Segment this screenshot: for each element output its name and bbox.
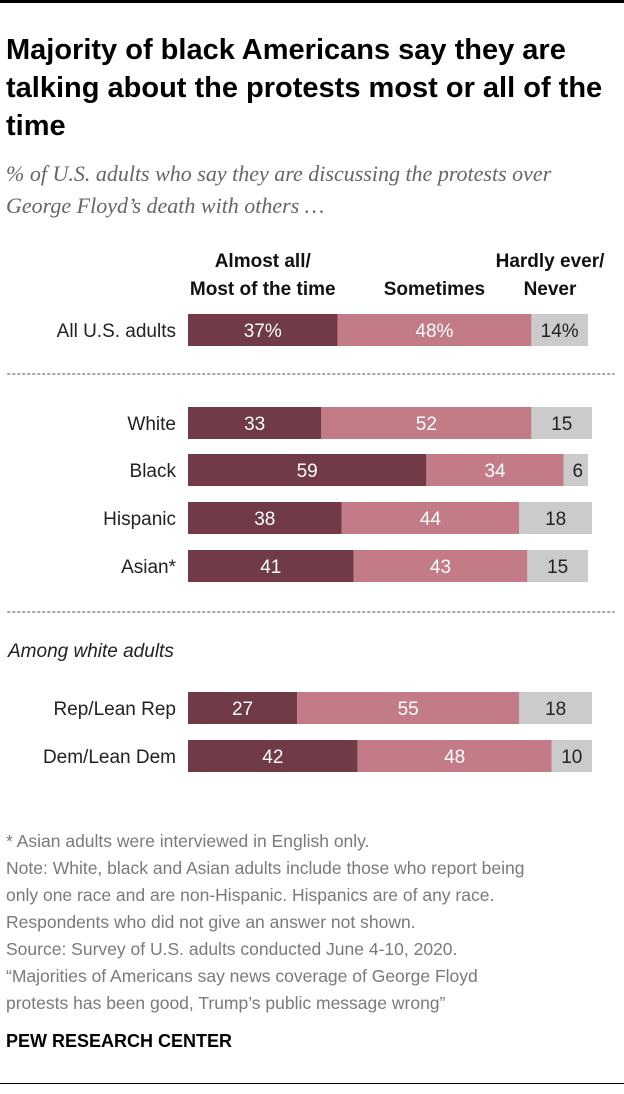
bar-segment-sometimes bbox=[297, 692, 520, 724]
report-title-line: “Majorities of Americans say news covera… bbox=[6, 966, 478, 986]
row-label: Asian* bbox=[121, 557, 177, 578]
bar-segment-sometimes bbox=[337, 314, 532, 346]
data-label-most: 37% bbox=[244, 321, 282, 342]
bar-segment-never bbox=[531, 314, 588, 346]
chart-title: Majority of black Americans say they are… bbox=[6, 34, 603, 142]
data-label-never: 10 bbox=[561, 747, 582, 768]
notes-block: * Asian adults were interviewed in Engli… bbox=[6, 828, 618, 1017]
data-label-never: 6 bbox=[573, 461, 584, 482]
data-label-most: 41 bbox=[260, 557, 281, 578]
data-label-never: 18 bbox=[545, 699, 566, 720]
data-label-sometimes: 43 bbox=[430, 557, 451, 578]
row-label: All U.S. adults bbox=[57, 321, 176, 342]
report-title-line: protests has been good, Trump’s public m… bbox=[6, 993, 446, 1013]
legend-label-never: Hardly ever/ bbox=[496, 251, 606, 272]
bar-segment-most bbox=[188, 692, 298, 724]
legend-label-most: Almost all/ bbox=[215, 251, 312, 272]
data-label-sometimes: 48% bbox=[415, 321, 453, 342]
bar-segment-never bbox=[563, 454, 588, 486]
bar-segment-never bbox=[519, 502, 592, 534]
row-label: White bbox=[127, 414, 176, 435]
data-label-never: 15 bbox=[551, 414, 572, 435]
row-label: Hispanic bbox=[103, 509, 176, 530]
chart-subtitle: % of U.S. adults who say they are discus… bbox=[6, 161, 552, 218]
bar-segment-sometimes bbox=[426, 454, 564, 486]
data-label-never: 15 bbox=[547, 557, 568, 578]
bar-segment-most bbox=[188, 407, 322, 439]
bar-segment-most bbox=[188, 314, 338, 346]
bar-segment-most bbox=[188, 502, 342, 534]
row-label: Rep/Lean Rep bbox=[53, 699, 176, 720]
top-rule bbox=[0, 0, 624, 3]
data-label-most: 42 bbox=[262, 747, 283, 768]
data-label-most: 38 bbox=[254, 509, 275, 530]
legend-label-sometimes: Sometimes bbox=[384, 279, 485, 300]
bar-segment-most bbox=[188, 550, 354, 582]
bar-segment-never bbox=[519, 692, 592, 724]
row-label: Dem/Lean Dem bbox=[43, 747, 176, 768]
bar-segment-sometimes bbox=[321, 407, 532, 439]
data-label-most: 27 bbox=[232, 699, 253, 720]
data-label-never: 14% bbox=[541, 321, 579, 342]
bar-segment-sometimes bbox=[341, 502, 520, 534]
stacked-bar-chart: Almost all/Most of the time Sometimes Hard… bbox=[7, 251, 615, 772]
data-label-most: 33 bbox=[244, 414, 265, 435]
legend-label-never: Never bbox=[524, 279, 577, 300]
data-label-sometimes: 55 bbox=[398, 699, 419, 720]
note-line: Respondents who did not give an answer n… bbox=[6, 912, 416, 932]
data-label-sometimes: 44 bbox=[420, 509, 442, 530]
bar-segment-sometimes bbox=[357, 740, 552, 772]
data-label-most: 59 bbox=[297, 461, 318, 482]
bar-segment-never bbox=[527, 550, 588, 582]
source-line: Source: Survey of U.S. adults conducted … bbox=[6, 939, 458, 959]
row-label: Black bbox=[130, 461, 177, 482]
legend-label-most: Most of the time bbox=[190, 279, 336, 300]
data-label-sometimes: 52 bbox=[416, 414, 437, 435]
note-line: only one race and are non-Hispanic. Hisp… bbox=[6, 885, 495, 905]
bottom-rule bbox=[0, 1083, 624, 1084]
data-label-sometimes: 34 bbox=[484, 461, 506, 482]
data-label-never: 18 bbox=[545, 509, 566, 530]
data-label-sometimes: 48 bbox=[444, 747, 465, 768]
bar-segment-never bbox=[531, 407, 592, 439]
section-label: Among white adults bbox=[7, 641, 174, 662]
note-line: * Asian adults were interviewed in Engli… bbox=[6, 831, 370, 851]
bar-segment-sometimes bbox=[353, 550, 528, 582]
bar-segment-most bbox=[188, 454, 427, 486]
note-line: Note: White, black and Asian adults incl… bbox=[6, 858, 525, 878]
brand-logo-text: PEW RESEARCH CENTER bbox=[6, 1031, 233, 1051]
bar-segment-never bbox=[551, 740, 592, 772]
bar-segment-most bbox=[188, 740, 358, 772]
